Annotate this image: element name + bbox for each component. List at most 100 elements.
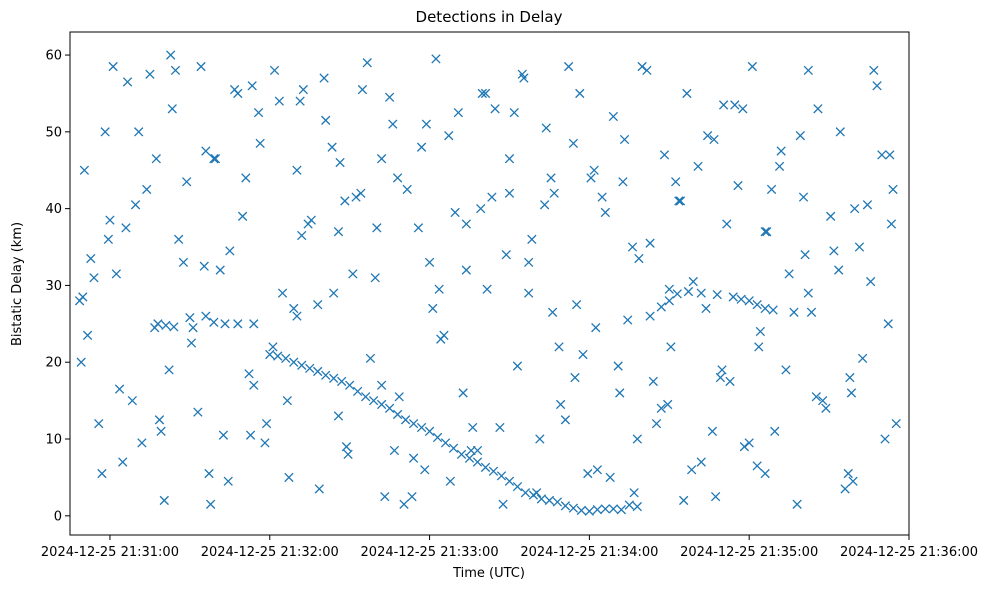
clutter-point	[444, 131, 454, 141]
clutter-point	[210, 154, 221, 164]
clutter-point	[156, 426, 166, 436]
clutter-point	[186, 338, 197, 348]
clutter-point	[428, 303, 438, 314]
clutter-point	[244, 369, 254, 379]
clutter-point	[289, 303, 299, 314]
clutter-point	[79, 165, 90, 175]
clutter-point	[431, 54, 441, 64]
clutter-point	[225, 246, 235, 256]
track-point	[305, 363, 315, 374]
clutter-point	[466, 445, 476, 456]
clutter-point	[343, 449, 353, 460]
track-point	[576, 505, 587, 516]
clutter-point	[434, 284, 444, 294]
clutter-point	[335, 157, 345, 168]
clutter-point	[167, 104, 177, 114]
track-point	[169, 322, 179, 332]
clutter-point	[846, 388, 857, 398]
track-point	[608, 504, 619, 514]
clutter-point	[686, 465, 697, 475]
track-point	[384, 403, 395, 413]
clutter-point	[453, 107, 463, 118]
clutter-point	[351, 192, 361, 202]
clutter-point	[693, 161, 703, 172]
track-point	[736, 294, 746, 304]
clutter-point	[563, 61, 574, 72]
clutter-point	[717, 365, 727, 375]
clutter-point	[845, 372, 855, 383]
clutter-point	[591, 322, 601, 333]
track-point	[161, 320, 171, 331]
clutter-point	[835, 127, 845, 137]
clutter-point	[103, 234, 114, 245]
clutter-point	[204, 468, 214, 479]
clutter-point	[762, 227, 772, 237]
track-point	[273, 351, 283, 361]
clutter-point	[421, 119, 432, 129]
clutter-point	[523, 288, 534, 298]
clutter-point	[715, 372, 726, 383]
track-point	[297, 360, 307, 370]
track-point	[220, 319, 230, 329]
clutter-point	[826, 211, 836, 221]
track-point	[616, 504, 627, 515]
clutter-point	[365, 353, 376, 364]
track-point	[744, 296, 754, 306]
clutter-point	[568, 138, 579, 149]
track-point	[488, 466, 499, 476]
clutter-point	[127, 395, 137, 406]
track-point	[672, 289, 682, 299]
clutter-point	[237, 211, 248, 221]
clutter-point	[477, 88, 487, 99]
clutter-point	[821, 403, 831, 413]
clutter-point	[632, 434, 642, 444]
clutter-point	[666, 342, 676, 352]
track-point	[568, 503, 579, 513]
clutter-point	[738, 104, 748, 114]
clutter-point	[268, 342, 278, 352]
clutter-point	[813, 104, 823, 114]
clutter-point	[413, 223, 424, 233]
x-tick-label: 2024-12-25 21:31:00	[41, 545, 179, 560]
clutter-point	[770, 426, 780, 436]
track-point	[768, 305, 778, 315]
y-tick-label: 0	[54, 509, 62, 524]
clutter-point	[575, 88, 585, 99]
clutter-point	[645, 238, 655, 248]
clutter-point	[384, 92, 395, 102]
clutter-point	[249, 380, 259, 390]
clutter-point	[541, 123, 551, 133]
clutter-point	[891, 418, 901, 429]
clutter-point	[372, 223, 382, 233]
clutter-point	[546, 173, 556, 183]
clutter-point	[199, 261, 209, 271]
track-point	[281, 353, 291, 364]
clutter-point	[517, 69, 527, 79]
clutter-point	[229, 84, 240, 95]
track-point	[544, 495, 555, 506]
track-point	[504, 476, 515, 486]
clutter-point	[560, 415, 571, 425]
track-point	[313, 366, 323, 377]
clutter-point	[766, 184, 777, 195]
clutter-point	[535, 434, 545, 444]
clutter-point	[854, 242, 865, 252]
clutter-point	[218, 430, 229, 440]
clutter-point	[605, 472, 615, 483]
clutter-point	[388, 119, 398, 129]
clutter-point	[215, 265, 225, 275]
clutter-point	[798, 192, 809, 202]
clutter-point	[114, 384, 125, 394]
clutter-point	[671, 177, 681, 187]
clutter-point	[476, 203, 486, 214]
clutter-point	[789, 307, 799, 317]
clutter-point	[523, 257, 534, 268]
clutter-point	[776, 146, 786, 156]
plot-frame	[69, 31, 910, 536]
clutter-point	[201, 146, 211, 156]
clutter-point	[297, 230, 307, 241]
track-point	[464, 453, 475, 463]
clutter-point	[803, 65, 813, 76]
clutter-point	[461, 265, 471, 275]
clutter-point	[679, 495, 689, 506]
